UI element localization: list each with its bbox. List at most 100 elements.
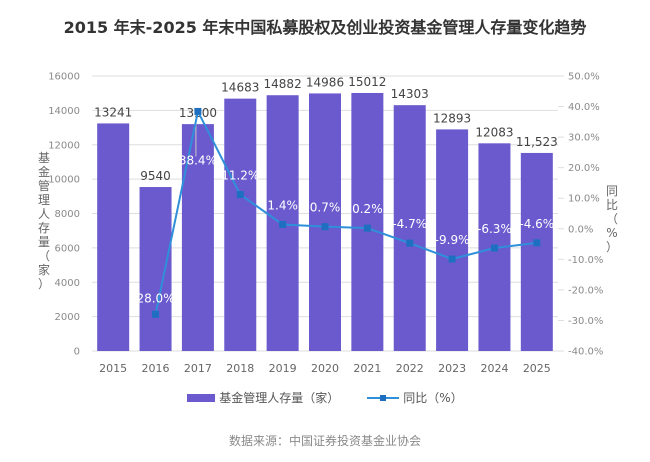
line-label-2017: 38.4% bbox=[179, 153, 217, 167]
line-label-2020: 0.7% bbox=[310, 201, 341, 215]
right-axis-title: 同比（%） bbox=[606, 184, 618, 254]
legend-line-label: 同比（%） bbox=[403, 391, 463, 405]
x-tick-label: 2018 bbox=[226, 362, 254, 375]
x-tick-label: 2021 bbox=[353, 362, 381, 375]
bar-label-2021: 15012 bbox=[348, 75, 386, 89]
right-tick-label: 30.0% bbox=[568, 133, 600, 144]
line-label-2016: 28.0% bbox=[136, 291, 174, 305]
line-data-labels: 28.0% 38.4% 11.2% 1.4% 0.7% 0.2% -4.7% -9.9% -6.… bbox=[136, 153, 554, 305]
axis-titles: 基金管理人存量（家）同比（%） bbox=[38, 151, 618, 291]
right-tick-label: 0.0% bbox=[568, 224, 593, 235]
legend-item-bar[interactable]: 基金管理人存量（家） bbox=[187, 389, 339, 406]
line-label-2021: 0.2% bbox=[352, 202, 383, 216]
bar-2015 bbox=[97, 123, 130, 351]
svg-text:量: 量 bbox=[38, 235, 50, 249]
bar-2018 bbox=[224, 98, 257, 351]
line-marker-2025 bbox=[533, 239, 541, 247]
legend-item-line[interactable]: 同比（%） bbox=[367, 389, 463, 406]
line-marker-2018 bbox=[236, 191, 244, 199]
right-tick-label: -10.0% bbox=[568, 255, 603, 266]
svg-text:存: 存 bbox=[38, 221, 50, 235]
bar-label-2019: 14882 bbox=[264, 77, 302, 91]
line-label-2019: 1.4% bbox=[267, 199, 298, 213]
line-label-2022: -4.7% bbox=[392, 217, 427, 231]
bar-series bbox=[97, 92, 553, 351]
line-marker-2016 bbox=[152, 310, 160, 318]
bar-2022 bbox=[393, 105, 426, 351]
bar-data-labels: 1324195401320014683148821498615012143031… bbox=[94, 75, 558, 183]
left-tick-label: 4000 bbox=[55, 278, 80, 289]
svg-text:（: （ bbox=[606, 212, 618, 226]
line-label-2018: 11.2% bbox=[221, 169, 259, 183]
x-tick-label: 2020 bbox=[311, 362, 339, 375]
line-marker-2020 bbox=[321, 223, 329, 231]
svg-text:基: 基 bbox=[38, 151, 50, 165]
x-tick-label: 2022 bbox=[396, 362, 424, 375]
svg-text:（: （ bbox=[38, 249, 50, 263]
svg-text:）: ） bbox=[38, 277, 50, 291]
line-marker-2017 bbox=[194, 107, 202, 115]
right-tick-label: 50.0% bbox=[568, 72, 600, 83]
left-tick-label: 16000 bbox=[48, 72, 80, 83]
bar-2016 bbox=[139, 187, 172, 351]
legend-bar-swatch bbox=[187, 393, 216, 402]
bar-label-2022: 14303 bbox=[391, 87, 429, 101]
right-axis-ticks: -40.0% -30.0% -20.0% -10.0% 0.0% 10.0% 20.0% 30… bbox=[558, 72, 603, 358]
legend: 基金管理人存量（家） 同比（%） bbox=[0, 389, 650, 406]
x-axis-ticks: 2015 2016 2017 2018 2019 2020 2021 2022 2023 2024… bbox=[99, 362, 551, 375]
chart-title: 2015 年末-2025 年末中国私募股权及创业投资基金管理人存量变化趋势 bbox=[63, 18, 587, 37]
line-marker-2023 bbox=[448, 255, 456, 263]
x-tick-label: 2015 bbox=[99, 362, 127, 375]
left-tick-label: 0 bbox=[74, 347, 80, 358]
svg-text:）: ） bbox=[606, 240, 618, 254]
left-tick-label: 6000 bbox=[55, 243, 80, 254]
svg-text:家: 家 bbox=[38, 262, 50, 277]
right-tick-label: 40.0% bbox=[568, 102, 600, 113]
x-tick-label: 2016 bbox=[142, 362, 170, 375]
bar-label-2016: 9540 bbox=[140, 169, 171, 183]
bar-2020 bbox=[309, 93, 341, 351]
left-tick-label: 12000 bbox=[48, 140, 80, 151]
left-axis-ticks: 0 2000 4000 6000 8000 10000 12000 14000 16000 bbox=[48, 72, 80, 358]
svg-text:同: 同 bbox=[606, 184, 618, 198]
svg-text:人: 人 bbox=[38, 207, 50, 221]
line-label-2023: -9.9% bbox=[435, 233, 470, 247]
bar-label-2018: 14683 bbox=[221, 81, 259, 95]
left-tick-label: 10000 bbox=[48, 175, 80, 186]
svg-text:管: 管 bbox=[38, 178, 50, 193]
data-source-note: 数据来源：中国证券投资基金业协会 bbox=[228, 434, 421, 448]
bar-label-2020: 14986 bbox=[306, 75, 344, 89]
right-tick-label: -40.0% bbox=[568, 347, 603, 358]
bar-label-2024: 12083 bbox=[475, 125, 513, 139]
svg-text:%: % bbox=[606, 226, 617, 240]
x-tick-label: 2017 bbox=[184, 362, 212, 375]
line-series bbox=[152, 107, 541, 318]
svg-text:金: 金 bbox=[38, 164, 50, 179]
line-marker-2022 bbox=[406, 239, 414, 247]
bar-label-2015: 13241 bbox=[94, 105, 132, 119]
right-tick-label: -30.0% bbox=[568, 316, 603, 327]
left-tick-label: 2000 bbox=[55, 312, 80, 323]
bar-label-2023: 12893 bbox=[433, 111, 471, 125]
x-tick-label: 2024 bbox=[480, 362, 508, 375]
line-marker-2019 bbox=[279, 221, 287, 228]
left-tick-label: 8000 bbox=[55, 209, 80, 220]
left-axis-title: 基金管理人存量（家） bbox=[38, 151, 50, 291]
left-tick-label: 14000 bbox=[48, 106, 80, 117]
x-tick-label: 2023 bbox=[438, 362, 466, 375]
right-tick-label: 10.0% bbox=[568, 194, 600, 205]
legend-line-swatch bbox=[367, 393, 400, 403]
bar-2025 bbox=[520, 152, 553, 351]
bar-2023 bbox=[436, 129, 469, 351]
x-tick-label: 2019 bbox=[269, 362, 297, 375]
line-label-2024: -6.3% bbox=[477, 222, 512, 236]
right-tick-label: -20.0% bbox=[568, 285, 603, 296]
legend-bar-label: 基金管理人存量（家） bbox=[219, 391, 340, 405]
x-tick-label: 2025 bbox=[523, 362, 551, 375]
svg-text:比: 比 bbox=[606, 198, 618, 212]
svg-text:理: 理 bbox=[38, 193, 50, 207]
line-label-2025: -4.6% bbox=[519, 217, 554, 231]
right-tick-label: 20.0% bbox=[568, 163, 600, 174]
yoy-line bbox=[154, 108, 537, 315]
line-marker-2021 bbox=[363, 224, 371, 232]
